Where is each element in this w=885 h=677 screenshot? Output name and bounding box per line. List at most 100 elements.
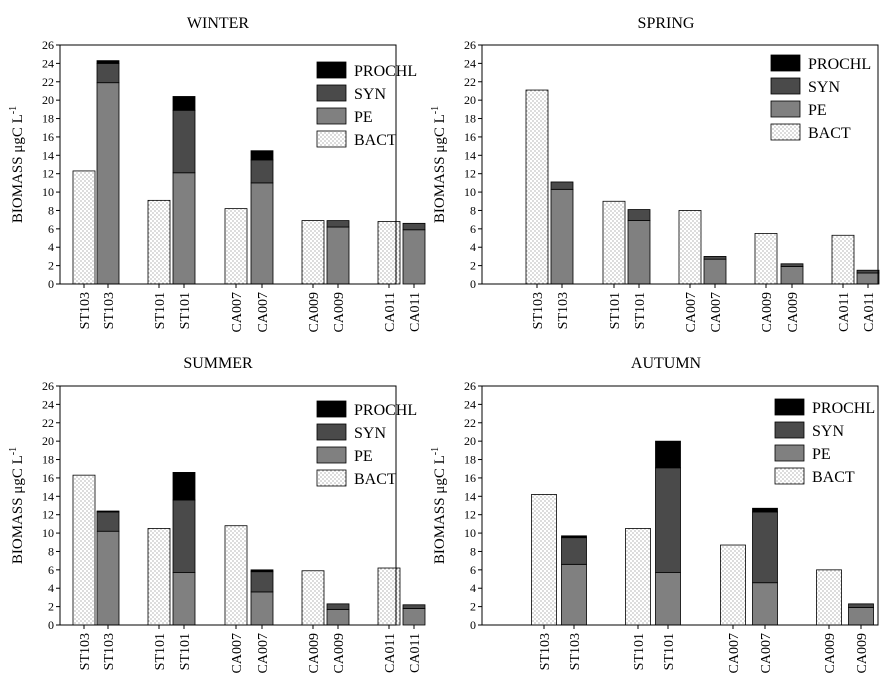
legend-swatch-bact: [316, 130, 347, 148]
y-tick-label: 20: [42, 93, 54, 107]
y-tick-label: 10: [464, 185, 476, 199]
y-axis-label: BIOMASS μgC L-1: [8, 447, 26, 564]
plot-frame: [59, 385, 397, 626]
legend: PROCHL SYN PE BACT: [316, 61, 417, 149]
bar-segment-syn: [561, 537, 587, 565]
legend-label: PE: [808, 102, 827, 119]
legend-label: PE: [354, 448, 373, 465]
bar-segment-bact: [678, 210, 702, 285]
bar-segment-bact: [602, 200, 626, 285]
x-tick-label: CA007: [684, 292, 699, 332]
y-tick-label: 10: [464, 526, 476, 540]
x-tick-label: CA009: [786, 292, 801, 332]
bar-segment-bact: [301, 220, 325, 285]
bar-segment-prochl: [752, 507, 778, 513]
legend-swatch-bact: [770, 123, 801, 141]
y-tick-label: 18: [42, 112, 54, 126]
legend-swatch-pe: [774, 444, 805, 462]
y-tick-label: 10: [42, 185, 54, 199]
y-tick-label: 8: [48, 544, 54, 558]
y-tick-label: 8: [470, 544, 476, 558]
bar-segment-bact: [147, 528, 171, 626]
legend-swatch-syn: [316, 84, 347, 102]
bar-segment-syn: [250, 159, 274, 184]
y-tick-label: 12: [42, 508, 54, 522]
bar-segment-bact: [831, 234, 855, 285]
x-tick-label: ST103: [102, 633, 117, 670]
x-tick-label: CA009: [855, 633, 870, 673]
bar-segment-syn: [752, 511, 778, 584]
legend-swatch-pe: [316, 446, 347, 464]
x-tick-label: CA009: [307, 292, 322, 332]
y-tick-label: 22: [464, 416, 476, 430]
bar-segment-bact: [377, 567, 401, 626]
bar-segment-prochl: [96, 510, 120, 513]
bar-segment-pe: [326, 226, 350, 285]
y-tick-label: 12: [464, 167, 476, 181]
y-tick-label: 18: [42, 453, 54, 467]
x-tick-label: CA009: [332, 633, 347, 673]
legend-label: SYN: [808, 79, 840, 96]
y-tick-label: 14: [42, 148, 54, 162]
bar-segment-syn: [550, 181, 574, 190]
bar-segment-pe: [655, 572, 681, 626]
bar-segment-bact: [754, 233, 778, 285]
bar-segment-pe: [703, 258, 727, 285]
legend-label: PROCHL: [812, 400, 875, 417]
legend-label: BACT: [354, 471, 397, 488]
x-tick-label: CA009: [307, 633, 322, 673]
x-tick-label: ST101: [178, 633, 193, 670]
chart-title: SPRING: [638, 15, 695, 32]
legend-swatch-bact: [316, 469, 347, 487]
bar-segment-syn: [703, 256, 727, 260]
bar-segment-prochl: [250, 569, 274, 573]
legend-swatch-pe: [316, 107, 347, 125]
x-tick-label: ST101: [153, 633, 168, 670]
x-tick-label: CA007: [230, 292, 245, 332]
bar-segment-syn: [96, 62, 120, 84]
bar-segment-bact: [816, 569, 842, 626]
legend-label: SYN: [354, 425, 386, 442]
y-tick-label: 16: [464, 130, 476, 144]
bar-segment-prochl: [250, 150, 274, 161]
bar-segment-pe: [172, 172, 196, 285]
x-tick-label: ST103: [568, 633, 583, 670]
x-tick-label: ST103: [556, 292, 571, 329]
y-tick-label: 26: [464, 38, 476, 52]
bar-segment-syn: [402, 222, 426, 231]
y-tick-label: 0: [470, 618, 476, 632]
bar-segment-pe: [856, 272, 880, 285]
y-tick-label: 22: [464, 75, 476, 89]
bar-segment-pe: [96, 530, 120, 626]
bar-segment-syn: [96, 511, 120, 532]
x-tick-label: CA011: [383, 633, 398, 673]
bar-segment-bact: [720, 544, 746, 626]
y-tick-label: 20: [464, 434, 476, 448]
bar-segment-syn: [780, 263, 804, 267]
y-tick-label: 16: [42, 130, 54, 144]
legend-swatch-syn: [316, 423, 347, 441]
y-tick-label: 22: [42, 416, 54, 430]
legend-label: PROCHL: [354, 63, 417, 80]
legend-swatch-prochl: [770, 54, 801, 72]
legend-swatch-bact: [774, 467, 805, 485]
bar-segment-bact: [301, 570, 325, 626]
x-tick-label: ST103: [538, 633, 553, 670]
y-tick-label: 2: [48, 259, 54, 273]
y-tick-label: 0: [470, 277, 476, 291]
x-tick-label: CA011: [862, 292, 877, 332]
bar-segment-prochl: [172, 96, 196, 111]
bar-segment-pe: [326, 608, 350, 626]
y-tick-label: 6: [470, 222, 476, 236]
bar-segment-prochl: [561, 535, 587, 539]
y-tick-label: 26: [42, 38, 54, 52]
y-tick-label: 10: [42, 526, 54, 540]
y-tick-label: 24: [42, 56, 54, 70]
x-tick-label: ST101: [178, 292, 193, 329]
y-axis-label: BIOMASS μgC L-1: [430, 447, 448, 564]
y-tick-label: 18: [464, 112, 476, 126]
x-tick-label: ST101: [633, 292, 648, 329]
bar-segment-pe: [627, 220, 651, 285]
bar-segment-bact: [72, 474, 96, 626]
